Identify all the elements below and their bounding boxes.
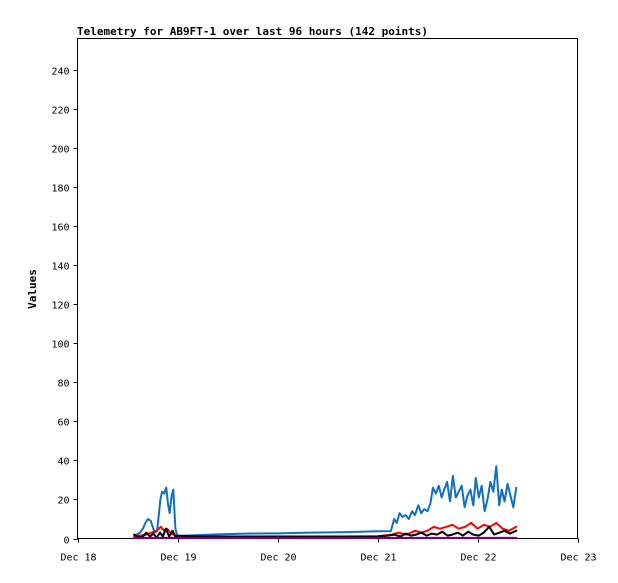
y-tick-label: 60 xyxy=(57,418,69,429)
x-tick-label: Dec 22 xyxy=(460,553,496,564)
y-tick-label: 20 xyxy=(57,496,69,507)
x-tick-label: Dec 21 xyxy=(360,553,396,564)
x-tick-label: Dec 20 xyxy=(260,553,296,564)
y-tick-label: 0 xyxy=(63,536,69,547)
plot-frame xyxy=(77,38,578,539)
axis-ticks: 0 20 40 60 80 100 120 140 160 180 200 220 240 Dec 18 D… xyxy=(51,67,596,564)
series-line-1 xyxy=(133,465,518,539)
x-tick-label: Dec 19 xyxy=(160,553,196,564)
y-axis-label: Values xyxy=(26,269,39,309)
y-tick-label: 200 xyxy=(51,145,69,156)
y-tick-label: 180 xyxy=(51,184,69,195)
x-tick-label: Dec 23 xyxy=(560,553,596,564)
x-tick-label: Dec 18 xyxy=(60,553,96,564)
y-tick-label: 80 xyxy=(57,379,69,390)
y-tick-label: 140 xyxy=(51,262,69,273)
y-tick-label: 120 xyxy=(51,301,69,312)
chart-title: Telemetry for AB9FT-1 over last 96 hours… xyxy=(77,25,428,38)
y-tick-label: 160 xyxy=(51,223,69,234)
y-tick-label: 220 xyxy=(51,106,69,117)
y-tick-label: 40 xyxy=(57,457,69,468)
y-tick-label: 240 xyxy=(51,67,69,78)
series-layer xyxy=(133,465,518,539)
series-line-3 xyxy=(133,525,518,539)
y-tick-label: 100 xyxy=(51,340,69,351)
